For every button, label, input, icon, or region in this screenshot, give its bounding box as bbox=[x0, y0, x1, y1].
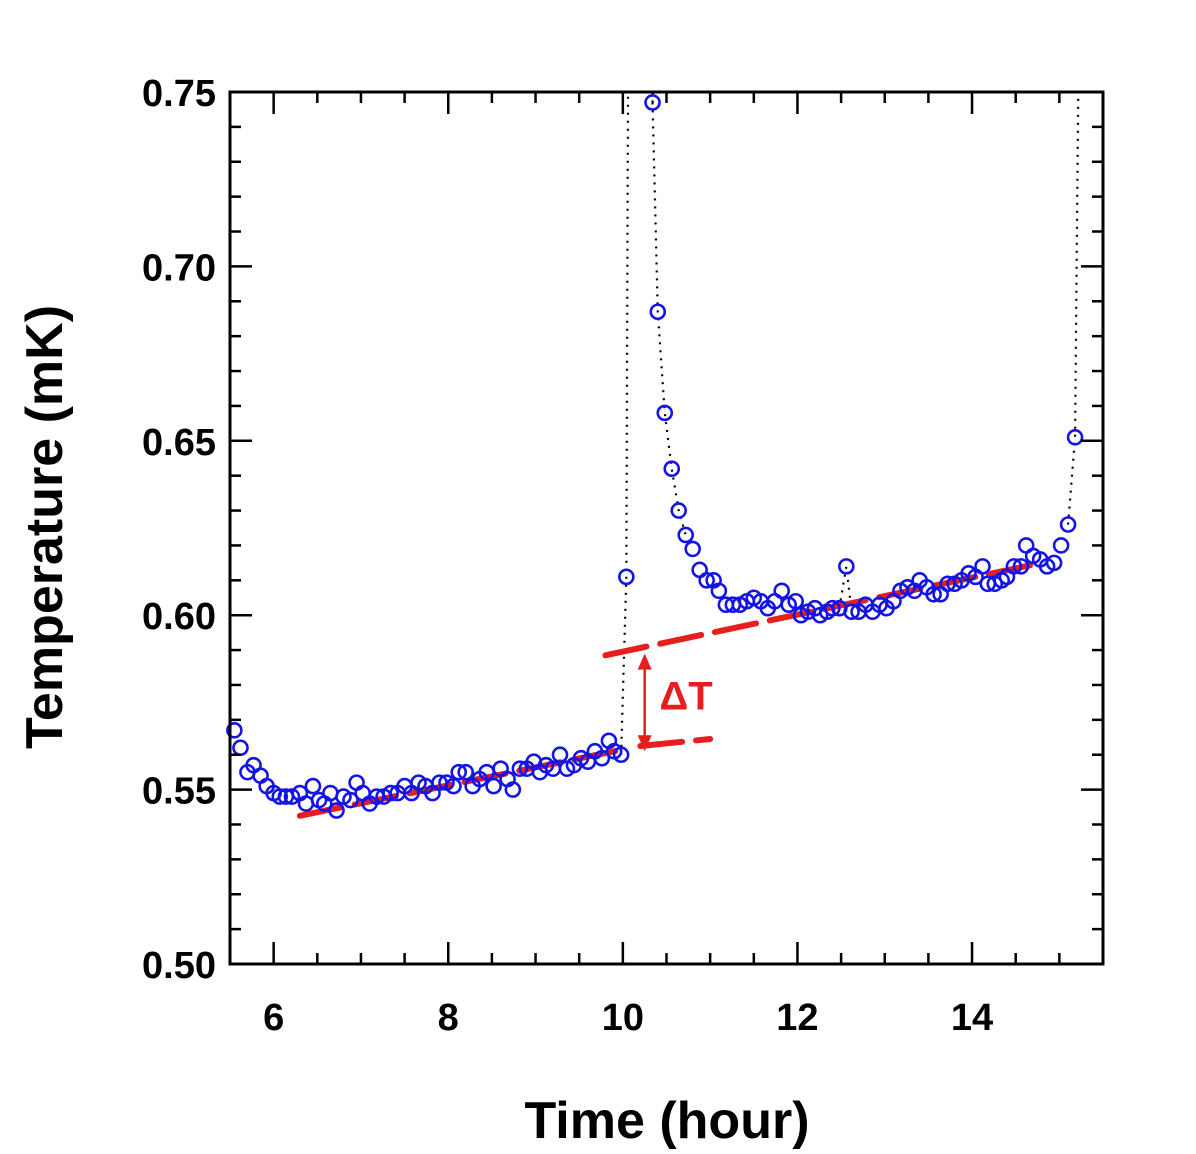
data-point bbox=[511, 760, 529, 777]
data-point bbox=[925, 585, 942, 603]
fit-lines bbox=[296, 561, 1037, 819]
data-point bbox=[1066, 429, 1084, 446]
data-point bbox=[1059, 516, 1077, 533]
data-point bbox=[283, 788, 301, 805]
data-point bbox=[618, 568, 635, 586]
data-point bbox=[271, 788, 289, 805]
y-tick-label: 0.60 bbox=[142, 596, 216, 638]
y-tick-label: 0.50 bbox=[142, 945, 216, 987]
data-point bbox=[551, 746, 569, 764]
data-point bbox=[843, 603, 860, 621]
data-point bbox=[710, 582, 728, 600]
data-point bbox=[1052, 537, 1070, 554]
x-tick-label: 10 bbox=[602, 997, 644, 1039]
data-point bbox=[677, 526, 695, 544]
delta-t-arrow-head-bottom bbox=[637, 735, 652, 752]
x-axis-title: Time (hour) bbox=[524, 1092, 809, 1150]
plot-frame bbox=[228, 90, 1105, 966]
y-axis-title: Temperature (mK) bbox=[16, 305, 74, 749]
data-point bbox=[304, 777, 322, 795]
fit-line-baseline-before-extension bbox=[637, 736, 714, 749]
data-point bbox=[649, 303, 667, 321]
connector-line bbox=[1066, 92, 1080, 525]
data-point bbox=[445, 777, 462, 795]
x-tick-label: 14 bbox=[951, 997, 993, 1039]
data-point bbox=[974, 558, 991, 575]
data-point bbox=[485, 777, 502, 795]
data-point bbox=[824, 599, 841, 617]
data-point bbox=[232, 739, 249, 757]
connector-line bbox=[620, 92, 630, 755]
data-point bbox=[593, 749, 611, 767]
y-tick-label: 0.55 bbox=[142, 771, 216, 813]
y-tick-label: 0.70 bbox=[142, 247, 216, 289]
data-point bbox=[656, 404, 674, 422]
connector-lines bbox=[620, 92, 1080, 755]
data-point bbox=[644, 94, 661, 111]
data-point bbox=[684, 540, 701, 558]
fit-line-baseline-after bbox=[602, 561, 1037, 659]
data-point bbox=[670, 502, 688, 519]
data-point bbox=[1005, 558, 1023, 575]
annotations: ΔT bbox=[637, 653, 713, 752]
data-point bbox=[773, 582, 791, 600]
x-tick-label: 12 bbox=[776, 997, 818, 1039]
data-point bbox=[457, 763, 475, 781]
data-point bbox=[1012, 558, 1030, 575]
data-point bbox=[1045, 554, 1063, 572]
delta-t-arrow-head-top bbox=[637, 653, 652, 670]
data-point bbox=[663, 460, 681, 478]
fit-line-baseline-before bbox=[296, 746, 626, 819]
y-tick-label: 0.75 bbox=[142, 73, 216, 115]
data-point bbox=[450, 763, 468, 781]
data-point bbox=[787, 592, 805, 610]
data-point bbox=[328, 802, 345, 819]
data-point bbox=[838, 558, 855, 575]
data-point bbox=[342, 791, 359, 809]
data-point bbox=[698, 572, 715, 589]
data-point bbox=[612, 746, 630, 764]
data-point bbox=[382, 784, 399, 802]
data-point bbox=[504, 781, 522, 798]
plot-axes bbox=[228, 90, 1105, 966]
x-tick-label: 6 bbox=[263, 997, 284, 1039]
x-tick-label: 8 bbox=[438, 997, 459, 1039]
connector-line bbox=[838, 566, 853, 612]
data-points bbox=[226, 94, 1084, 819]
delta-t-label: ΔT bbox=[660, 674, 713, 718]
y-tick-label: 0.65 bbox=[142, 422, 216, 464]
axis-labels: 6 8 10 12 14 0.50 0.55 0.60 0.65 0.70 0.75 bbox=[142, 73, 993, 1039]
data-point bbox=[226, 722, 243, 739]
